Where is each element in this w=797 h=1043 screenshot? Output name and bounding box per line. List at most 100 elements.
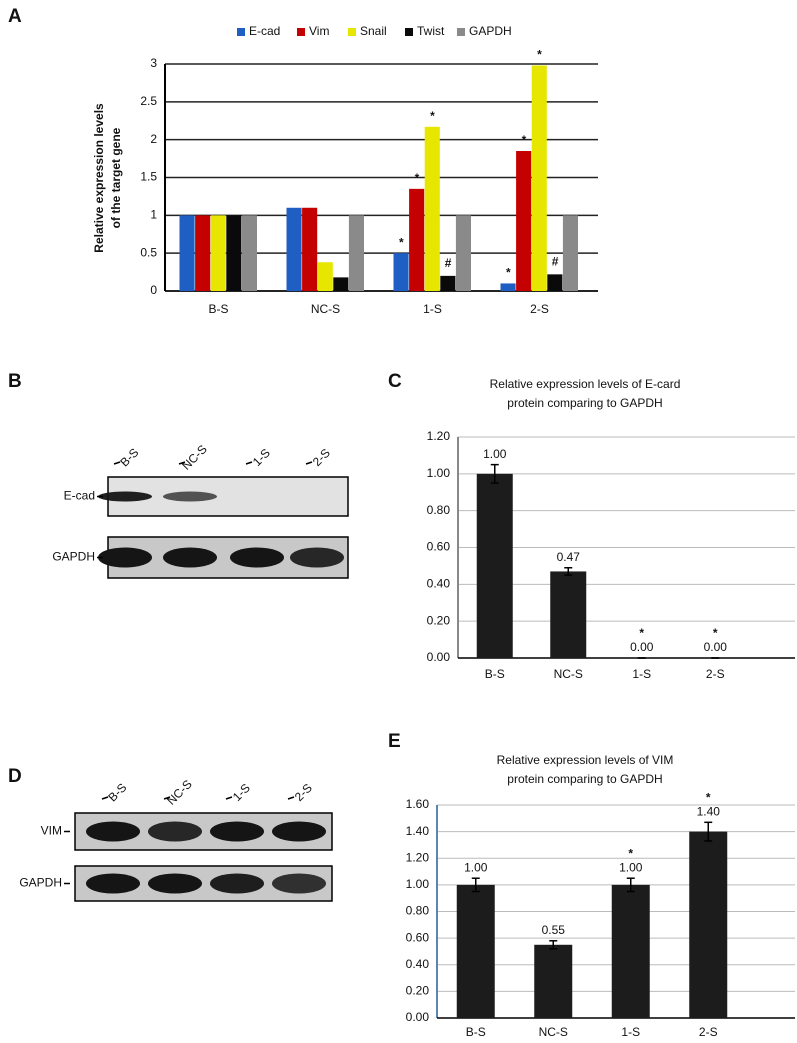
y-tick-label: 0.00 — [427, 650, 451, 664]
lane-label: NC-S — [164, 777, 195, 808]
bar — [562, 215, 578, 291]
y-tick-label: 1.60 — [406, 797, 430, 811]
annotation: * — [399, 235, 404, 249]
value-label: 0.55 — [542, 923, 566, 937]
x-tick-label: NC-S — [554, 667, 583, 681]
y-tick-label: 0.40 — [406, 957, 430, 971]
y-tick-label: 0.20 — [427, 613, 451, 627]
annotation: * — [713, 626, 718, 640]
x-tick-label: 1-S — [621, 1025, 640, 1039]
bar — [226, 215, 242, 291]
legend-label: E-cad — [249, 24, 280, 38]
legend-label: Twist — [417, 24, 445, 38]
bar — [456, 884, 495, 1018]
bar — [179, 215, 195, 291]
value-label: 1.40 — [697, 804, 721, 818]
bar — [531, 65, 547, 291]
row-label: GAPDH — [52, 550, 95, 564]
x-tick-label: B-S — [485, 667, 505, 681]
lane-tick — [178, 461, 186, 465]
bar — [500, 283, 516, 291]
x-tick-label: B-S — [466, 1025, 486, 1039]
bar — [286, 207, 302, 291]
x-tick-label: 2-S — [706, 667, 725, 681]
bar — [317, 262, 333, 291]
error-bar — [471, 877, 480, 893]
lane-label: NC-S — [179, 442, 210, 473]
blot-band — [86, 821, 140, 842]
x-tick-label: 2-S — [530, 302, 549, 316]
error-bar — [704, 821, 713, 842]
legend-swatch — [457, 28, 465, 36]
value-label: 1.00 — [483, 447, 507, 461]
y-tick-label: 0.80 — [427, 503, 451, 517]
y-tick-label: 1.20 — [427, 429, 451, 443]
row-label: E-cad — [64, 489, 95, 503]
y-tick-label: 0.5 — [140, 245, 157, 259]
chart-title: Relative expression levels of VIM — [497, 753, 674, 767]
error-bar — [549, 940, 558, 950]
row-label: VIM — [41, 824, 62, 838]
x-tick-label: 2-S — [699, 1025, 718, 1039]
legend-swatch — [297, 28, 305, 36]
blot-band — [210, 821, 264, 842]
bar — [455, 215, 471, 291]
y-tick-label: 1 — [150, 208, 157, 222]
blot-band — [290, 547, 344, 568]
bar — [393, 253, 409, 291]
bar — [611, 884, 650, 1018]
lane-tick — [305, 461, 313, 465]
lane-label: 1-S — [250, 446, 273, 469]
y-tick-label: 1.00 — [406, 877, 430, 891]
value-label: 1.00 — [464, 860, 488, 874]
bar — [302, 207, 318, 291]
blot-band — [210, 873, 264, 894]
lane-label: B-S — [105, 780, 129, 804]
value-label: 0.00 — [704, 640, 728, 654]
blot-band — [148, 821, 202, 842]
lane-label: 1-S — [230, 781, 253, 804]
bar — [476, 473, 513, 658]
legend-label: Snail — [360, 24, 387, 38]
error-bar — [490, 463, 499, 484]
legend-swatch — [237, 28, 245, 36]
lane-tick — [287, 796, 295, 800]
y-tick-label: 0.00 — [406, 1010, 430, 1024]
bar — [424, 126, 440, 291]
y-tick-label: 2 — [150, 132, 157, 146]
lane-tick — [163, 796, 171, 800]
annotation: * — [537, 48, 542, 62]
panel-letter: D — [8, 766, 22, 787]
blot-band — [98, 491, 152, 502]
blot-band — [148, 873, 202, 894]
value-label: 1.00 — [619, 860, 643, 874]
blot-band — [98, 547, 152, 568]
value-label: 0.00 — [630, 640, 654, 654]
y-tick-label: 1.00 — [427, 466, 451, 480]
bar — [440, 275, 456, 291]
bar — [195, 215, 211, 291]
y-tick-label: 1.5 — [140, 170, 157, 184]
x-tick-label: B-S — [208, 302, 228, 316]
error-bar — [564, 567, 573, 576]
blot-band — [230, 547, 284, 568]
y-axis-label: of the target gene — [109, 127, 123, 228]
bar — [333, 277, 349, 291]
bar — [348, 215, 364, 291]
y-tick-label: 0.40 — [427, 577, 451, 591]
legend-label: Vim — [309, 24, 329, 38]
panel-letter: A — [8, 6, 22, 27]
lane-tick — [101, 796, 109, 800]
y-tick-label: 0.60 — [427, 540, 451, 554]
annotation: # — [552, 255, 559, 269]
y-tick-label: 3 — [150, 56, 157, 70]
y-axis-label: Relative expression levels — [92, 103, 106, 253]
annotation: * — [430, 109, 435, 123]
bar — [547, 274, 563, 291]
annotation: * — [415, 171, 420, 185]
blot-band — [272, 821, 326, 842]
annotation: * — [628, 846, 633, 860]
annotation: * — [706, 790, 711, 804]
y-tick-label: 1.40 — [406, 824, 430, 838]
